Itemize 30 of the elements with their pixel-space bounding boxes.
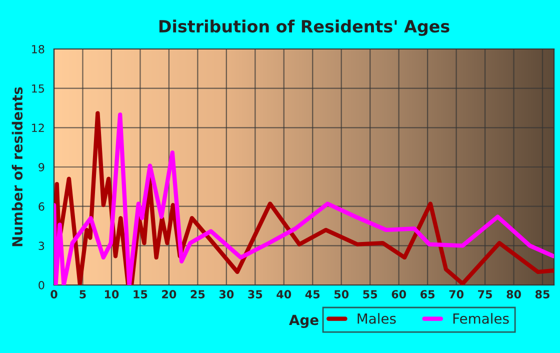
legend-label: Females [453,313,509,324]
y-tick-label: 3 [38,242,44,250]
x-tick-label: 20 [162,290,176,298]
x-axis-title: Age [289,314,318,328]
x-tick-label: 50 [334,290,349,298]
x-tick-label: 30 [219,290,234,298]
y-tick-label: 18 [32,44,44,54]
x-tick-label: 55 [363,290,378,298]
x-tick-label: 25 [190,290,205,298]
x-tick-label: 80 [506,290,521,298]
chart-title: Distribution of Residents' Ages [159,20,450,36]
y-tick-label: 12 [32,124,44,132]
y-tick-label: 6 [38,202,44,211]
x-tick-label: 60 [392,290,406,298]
x-tick-label: 45 [305,290,320,298]
legend-label: Males [358,313,396,324]
y-axis-title: Number of residents [12,87,23,246]
y-tick-label: 0 [38,280,44,290]
x-tick-label: 15 [134,290,148,298]
x-tick-label: 40 [276,290,292,298]
y-tick-label: 15 [32,84,44,93]
x-tick-label: 85 [535,290,550,298]
x-tick-label: 35 [248,290,262,298]
x-tick-label: 70 [449,290,464,298]
x-tick-label: 10 [104,290,119,298]
x-tick-label: 75 [478,290,492,298]
y-tick-label: 9 [38,162,44,172]
x-tick-label: 65 [420,290,435,298]
x-tick-label: 5 [80,290,86,298]
x-tick-label: 0 [50,290,58,298]
